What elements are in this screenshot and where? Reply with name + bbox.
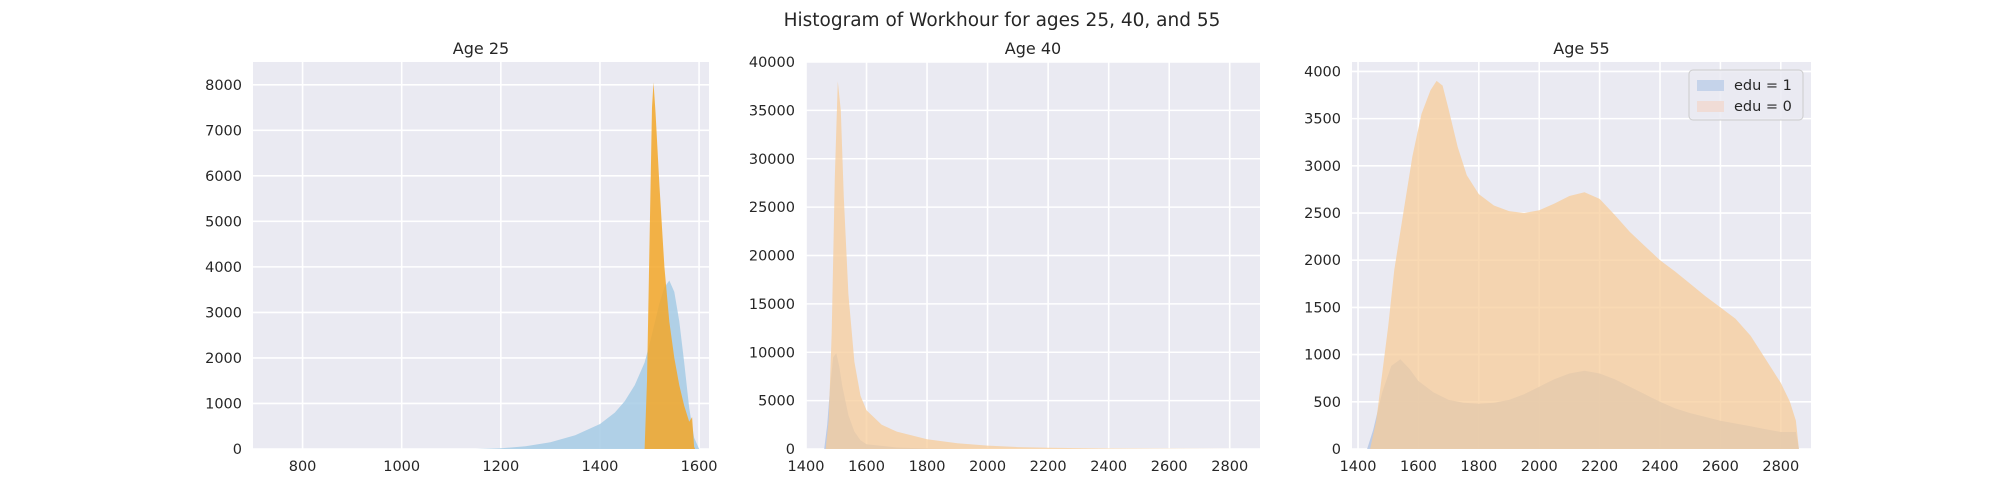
x-tick-label: 2400 [1642,459,1679,475]
y-tick-label: 1500 [1304,300,1341,316]
y-tick-label: 0 [1332,442,1341,458]
x-tick-label: 1600 [681,459,718,475]
x-tick-label: 1400 [788,459,825,475]
x-tick-label: 1600 [848,459,885,475]
y-tick-label: 3500 [1304,112,1341,128]
axes-panel-1: 800 1000 1200 1400 1600 0 1000 2000 3000 4000 5000… [205,39,717,475]
histogram-edu0-series [1370,80,1799,449]
y-tick-label: 2000 [1304,253,1341,269]
y-tick-label: 2500 [1304,206,1341,222]
x-tick-label: 2800 [1762,459,1799,475]
y-tick-label: 35000 [749,103,795,119]
y-tick-label: 6000 [205,169,242,185]
figure-suptitle: Histogram of Workhour for ages 25, 40, a… [784,10,1221,31]
histogram-edu0-series [825,81,1236,449]
x-tick-label: 1000 [383,459,420,475]
y-tick-label: 5000 [758,394,795,410]
legend-label: edu = 1 [1734,78,1792,94]
x-tick-label: 1400 [1340,459,1377,475]
panel-title: Age 25 [453,39,509,58]
y-tick-label: 1000 [205,396,242,412]
legend-label: edu = 0 [1734,99,1792,115]
y-tick-label: 15000 [749,297,795,313]
axes-panel-3: 1400 1600 1800 2000 2200 2400 2600 2800 0 500 1000… [1304,39,1811,475]
x-tick-label: 2200 [1581,459,1618,475]
x-tick-label: 2600 [1702,459,1739,475]
y-tick-label: 30000 [749,152,795,168]
y-tick-label: 25000 [749,200,795,216]
legend-patch [1697,101,1724,112]
x-tick-label: 2200 [1030,459,1067,475]
panel-title: Age 40 [1005,39,1061,58]
legend-patch [1697,80,1724,91]
y-tick-label: 10000 [749,345,795,361]
y-tick-label: 0 [786,442,795,458]
x-tick-label: 800 [289,459,317,475]
panel-title: Age 55 [1553,39,1609,58]
histogram-edu1-series [476,280,700,449]
axes-panel-2: 1400 1600 1800 2000 2200 2400 2600 2800 0 5000 100… [749,39,1260,475]
x-tick-label: 1800 [909,459,946,475]
x-tick-label: 2600 [1151,459,1188,475]
y-tick-label: 3000 [1304,159,1341,175]
y-tick-label: 4000 [1304,64,1341,80]
plot-background-1 [253,62,709,449]
x-tick-label: 1800 [1460,459,1497,475]
x-tick-label: 2000 [1521,459,1558,475]
y-tick-label: 7000 [205,123,242,139]
y-tick-label: 8000 [205,78,242,94]
y-tick-label: 20000 [749,249,795,265]
x-tick-label: 1400 [582,459,619,475]
x-tick-label: 1600 [1400,459,1437,475]
y-tick-label: 40000 [749,55,795,71]
y-tick-label: 3000 [205,305,242,321]
x-tick-label: 1200 [482,459,519,475]
y-tick-label: 1000 [1304,348,1341,364]
x-tick-label: 2000 [969,459,1006,475]
x-tick-label: 2800 [1211,459,1248,475]
y-tick-label: 5000 [205,214,242,230]
y-tick-label: 500 [1313,395,1341,411]
y-tick-label: 2000 [205,351,242,367]
x-tick-label: 2400 [1090,459,1127,475]
y-tick-label: 4000 [205,260,242,276]
y-tick-label: 0 [233,442,242,458]
legend: edu = 1 edu = 0 [1688,69,1804,121]
histogram-edu0-series [644,82,696,449]
